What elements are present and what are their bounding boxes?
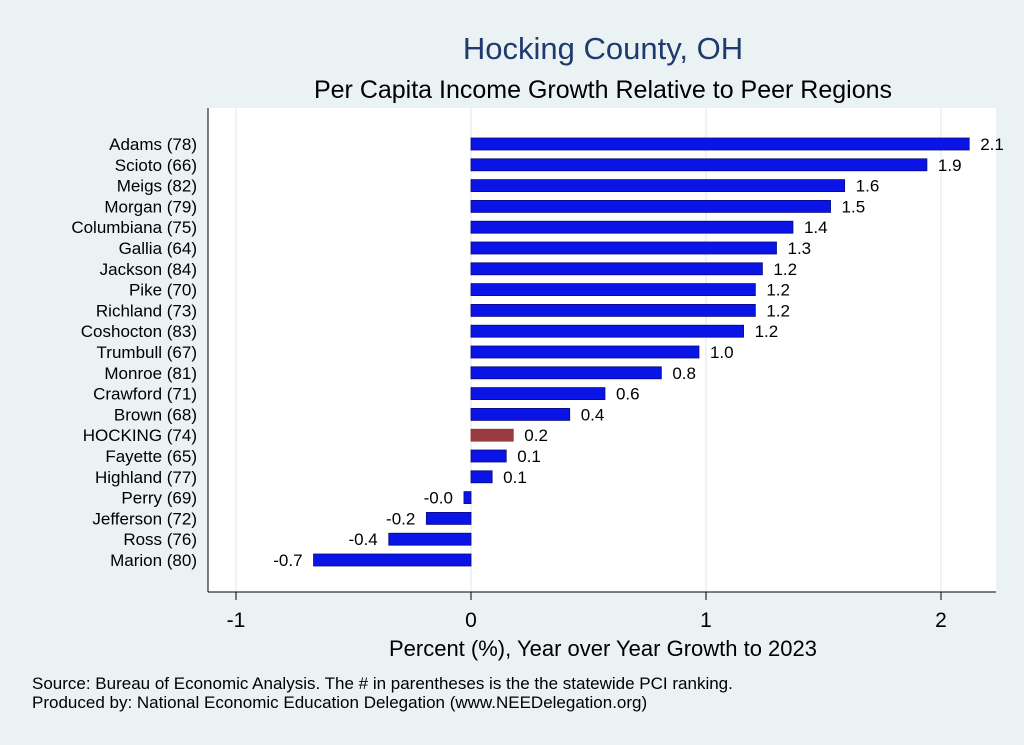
value-label: 0.6: [616, 385, 640, 404]
bar: [470, 137, 970, 151]
category-label: Ross (76): [123, 530, 197, 549]
bar: [470, 158, 928, 172]
value-label: 1.5: [842, 197, 866, 216]
bar: [470, 179, 846, 193]
value-label: -0.4: [348, 530, 377, 549]
x-ticks: -1 0 1 2: [227, 592, 947, 632]
value-label: 0.4: [581, 405, 605, 424]
value-label: 1.0: [710, 343, 734, 362]
value-label: 1.2: [766, 301, 790, 320]
bar: [470, 303, 756, 317]
bar: [470, 262, 763, 276]
value-label: 1.2: [766, 281, 790, 300]
x-tick-label: 0: [465, 609, 477, 632]
category-label: Coshocton (83): [81, 322, 197, 341]
bar: [313, 553, 472, 567]
x-tick-label: -1: [227, 609, 246, 632]
bar: [470, 407, 571, 421]
category-label: Fayette (65): [105, 447, 197, 466]
category-label: Adams (78): [109, 135, 197, 154]
x-tick-label: 1: [700, 609, 712, 632]
category-label: Crawford (71): [93, 385, 197, 404]
bar: [470, 387, 606, 401]
bar: [470, 470, 493, 484]
value-label: 0.2: [524, 426, 548, 445]
category-label: Pike (70): [129, 281, 197, 300]
bar: [470, 345, 700, 359]
value-label: 0.1: [517, 447, 541, 466]
category-label: Gallia (64): [119, 239, 197, 258]
x-tick-label: 2: [935, 609, 947, 632]
category-label: Meigs (82): [117, 177, 197, 196]
category-label: HOCKING (74): [83, 426, 197, 445]
category-label: Jefferson (72): [92, 509, 197, 528]
category-label: Highland (77): [95, 468, 197, 487]
x-axis-title: Percent (%), Year over Year Growth to 20…: [389, 636, 817, 661]
category-label: Jackson (84): [100, 260, 197, 279]
value-label: 1.3: [788, 239, 812, 258]
bar: [463, 491, 472, 505]
value-label: 1.9: [938, 156, 962, 175]
producer-note: Produced by: National Economic Education…: [32, 693, 648, 712]
value-label: 0.8: [672, 364, 696, 383]
bar-highlight: [470, 428, 514, 442]
source-note: Source: Bureau of Economic Analysis. The…: [32, 674, 733, 693]
category-label: Scioto (66): [115, 156, 197, 175]
value-label: 1.2: [773, 260, 797, 279]
category-label: Columbiana (75): [71, 218, 197, 237]
category-labels: Adams (78) Scioto (66) Meigs (82)Morgan (7…: [71, 135, 197, 570]
value-label: 0.1: [503, 468, 527, 487]
bar: [470, 366, 662, 380]
bar: [470, 324, 745, 338]
value-label: 2.1: [980, 135, 1004, 154]
bar: [470, 449, 507, 463]
category-label: Perry (69): [121, 489, 197, 508]
value-label: -0.0: [424, 489, 453, 508]
category-label: Marion (80): [110, 551, 197, 570]
bar: [470, 220, 794, 234]
category-label: Morgan (79): [104, 197, 197, 216]
bar: [425, 512, 472, 525]
bar: [388, 532, 472, 546]
category-label: Richland (73): [96, 301, 197, 320]
value-label: -0.7: [273, 551, 302, 570]
chart-title: Hocking County, OH: [463, 31, 743, 66]
bar: [470, 283, 756, 297]
value-label: 1.6: [856, 177, 880, 196]
bars: [313, 137, 970, 567]
category-label: Brown (68): [114, 405, 197, 424]
category-label: Monroe (81): [104, 364, 197, 383]
value-label: -0.2: [386, 509, 415, 528]
value-label: 1.2: [755, 322, 779, 341]
value-labels: 2.11.91.61.51.41.31.21.21.21.21.00.80.60…: [273, 135, 1004, 570]
bar: [470, 199, 831, 213]
value-label: 1.4: [804, 218, 828, 237]
bar: [470, 241, 777, 255]
chart-subtitle: Per Capita Income Growth Relative to Pee…: [314, 76, 892, 104]
category-label: Trumbull (67): [97, 343, 197, 362]
